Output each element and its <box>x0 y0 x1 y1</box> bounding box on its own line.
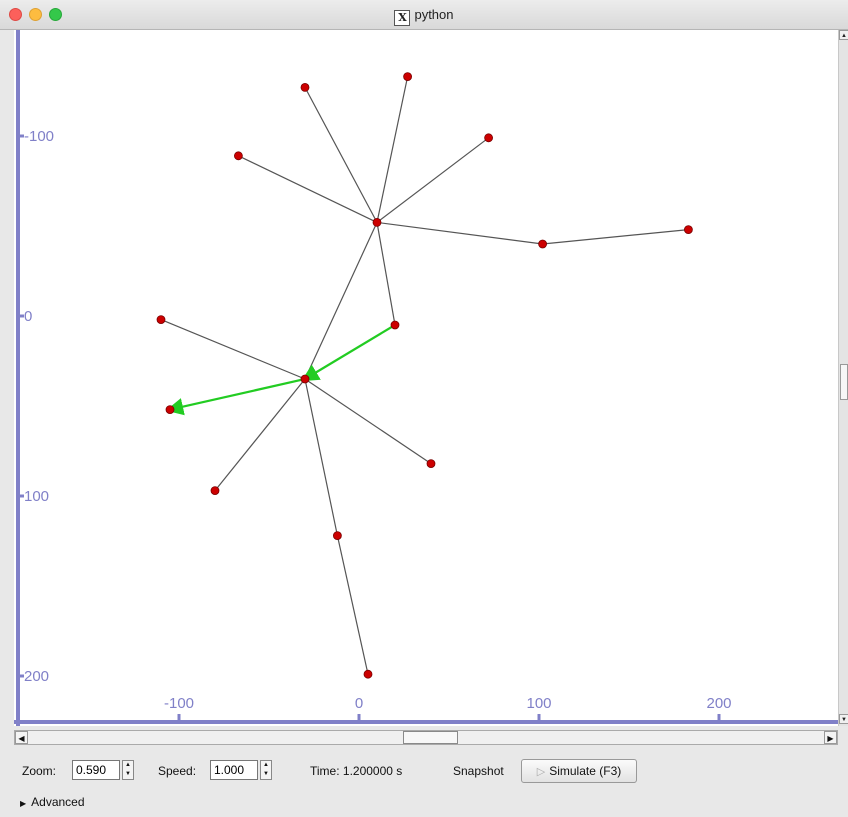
edge-2-11 <box>376 137 489 223</box>
node-12[interactable] <box>233 151 243 161</box>
edge-0-4 <box>160 319 306 380</box>
edge-0-5 <box>304 378 432 465</box>
node-1[interactable] <box>390 320 400 330</box>
maximize-window-button[interactable] <box>49 8 62 21</box>
vertical-scrollbar[interactable]: ▲ ▼ <box>838 30 848 726</box>
disclosure-triangle-icon: ▶ <box>20 799 27 808</box>
zoom-spinner[interactable]: ▲ ▼ <box>72 760 134 780</box>
packet-arrow-0-3 <box>165 377 306 416</box>
x11-logo-icon: X <box>394 10 411 26</box>
node-14[interactable] <box>684 225 693 235</box>
node-8[interactable] <box>363 669 373 679</box>
speed-increment-icon[interactable]: ▲ <box>263 762 269 768</box>
edge-2-1 <box>376 222 396 326</box>
packets-layer <box>165 324 396 416</box>
node-3[interactable] <box>165 405 175 415</box>
node-6[interactable] <box>210 486 220 496</box>
speed-decrement-icon[interactable]: ▼ <box>263 771 269 777</box>
zoom-decrement-icon[interactable]: ▼ <box>125 771 131 777</box>
speed-spinner[interactable]: ▲ ▼ <box>210 760 272 780</box>
edge-2-12 <box>238 155 378 223</box>
node-13[interactable] <box>538 239 547 249</box>
window-title-text: python <box>414 7 454 22</box>
edge-13-14 <box>542 229 689 245</box>
edge-2-13 <box>376 221 543 245</box>
x-tick-label--100: -100 <box>164 695 194 712</box>
node-10[interactable] <box>403 72 413 81</box>
edge-0-6 <box>214 378 306 491</box>
y-tick-label--100: -100 <box>24 128 54 145</box>
advanced-expander[interactable]: ▶ Advanced <box>20 795 85 809</box>
speed-spin-buttons[interactable]: ▲ ▼ <box>260 760 272 780</box>
scroll-right-arrow-icon[interactable]: ▶ <box>824 731 837 744</box>
y-tick-label-0: 0 <box>24 308 32 325</box>
edge-7-8 <box>336 535 369 675</box>
node-4[interactable] <box>156 315 166 325</box>
advanced-label: Advanced <box>31 795 85 809</box>
horizontal-scroll-thumb[interactable] <box>403 731 458 744</box>
snapshot-button[interactable]: Snapshot <box>453 764 504 778</box>
control-bar: Zoom: ▲ ▼ Speed: ▲ ▼ Time: 1.200000 s Sn… <box>0 752 848 788</box>
y-tick-label-200: 200 <box>24 668 49 685</box>
scroll-down-arrow-icon[interactable]: ▼ <box>839 714 848 724</box>
node-0[interactable] <box>300 374 310 384</box>
close-window-button[interactable] <box>9 8 22 21</box>
left-margin <box>0 30 14 726</box>
zoom-label: Zoom: <box>22 764 57 778</box>
node-11[interactable] <box>484 133 494 143</box>
scroll-left-arrow-icon[interactable]: ◀ <box>15 731 28 744</box>
simulate-button[interactable]: ▷ Simulate (F3) <box>521 759 637 783</box>
x-tick-label-200: 200 <box>706 695 731 712</box>
play-icon: ▷ <box>536 766 546 778</box>
axes-layer: -100 0 100 200 -100 0 100 200 <box>14 30 838 726</box>
edge-2-10 <box>376 76 409 223</box>
zoom-input[interactable] <box>72 760 120 780</box>
horizontal-scrollbar[interactable]: ◀ ▶ <box>14 730 838 745</box>
x-tick-label-100: 100 <box>526 695 551 712</box>
packet-arrow-1-0 <box>301 324 396 382</box>
simulate-button-label: Simulate (F3) <box>549 764 622 778</box>
edge-2-9 <box>304 87 378 223</box>
vertical-scroll-thumb[interactable] <box>840 364 848 400</box>
speed-label: Speed: <box>158 764 197 778</box>
network-visualization[interactable]: -100 0 100 200 -100 0 100 200 <box>14 30 838 726</box>
y-tick-label-100: 100 <box>24 488 49 505</box>
node-7[interactable] <box>332 531 342 541</box>
nodes-layer <box>156 72 693 679</box>
node-2[interactable] <box>372 217 382 227</box>
zoom-increment-icon[interactable]: ▲ <box>125 762 131 768</box>
node-5[interactable] <box>426 459 436 469</box>
time-readout: Time: 1.200000 s <box>310 764 403 778</box>
node-9[interactable] <box>300 83 310 92</box>
edge-0-7 <box>304 378 338 536</box>
edge-0-2 <box>304 222 378 380</box>
zoom-spin-buttons[interactable]: ▲ ▼ <box>122 760 134 780</box>
x-tick-label-0: 0 <box>355 695 363 712</box>
scroll-up-arrow-icon[interactable]: ▲ <box>839 30 848 40</box>
speed-input[interactable] <box>210 760 258 780</box>
edges-layer <box>160 76 689 675</box>
minimize-window-button[interactable] <box>29 8 42 21</box>
simulation-canvas[interactable]: -100 0 100 200 -100 0 100 200 <box>14 30 838 726</box>
